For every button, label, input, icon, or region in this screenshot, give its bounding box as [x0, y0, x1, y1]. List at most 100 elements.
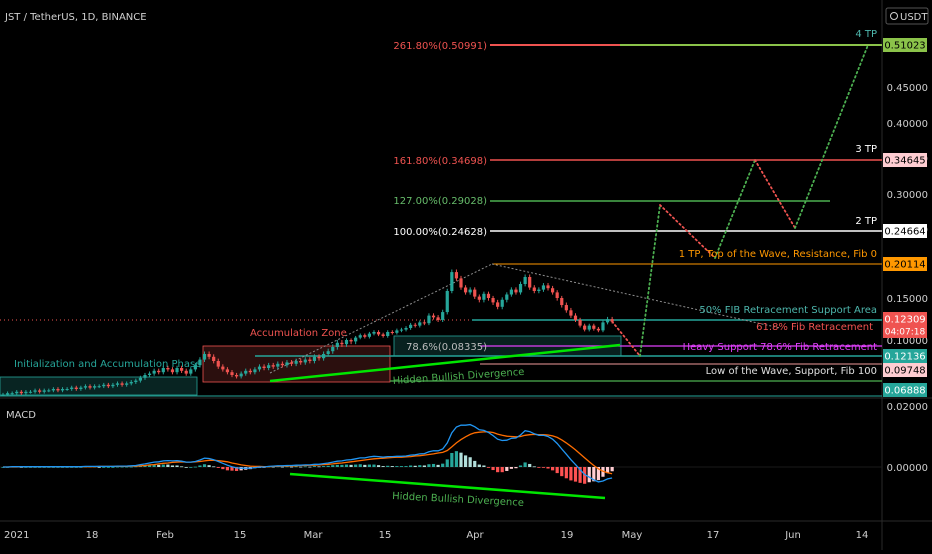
macd-histogram-bar [303, 466, 307, 468]
macd-histogram-bar [372, 464, 376, 467]
macd-histogram-bar [207, 465, 211, 467]
macd-histogram-bar [422, 465, 426, 467]
candle-body [202, 354, 207, 360]
price-tag-value: 0.12309 [884, 315, 925, 326]
candle-body [376, 332, 381, 335]
macd-histogram-bar [418, 465, 422, 467]
time-tick-label: 2021 [4, 530, 29, 541]
macd-histogram-bar [592, 467, 596, 482]
macd-histogram-bar [555, 467, 559, 474]
candle-body [551, 288, 555, 293]
price-tag-value: 0.12136 [884, 352, 925, 363]
chart-title: JST / TetherUS, 1D, BINANCE [4, 12, 147, 23]
macd-histogram-bar [500, 467, 504, 473]
candle-body [541, 285, 546, 290]
macd-histogram-bar [312, 466, 317, 467]
price-tag-box [883, 224, 927, 238]
macd-histogram-bar [335, 464, 339, 467]
macd-histogram-bar [505, 467, 509, 471]
macd-histogram-bar [431, 463, 436, 467]
fib-127-label: 127.00%(0.29028) [393, 196, 487, 207]
candle-body [51, 389, 55, 391]
candle-body [42, 390, 46, 392]
macd-histogram-bar [102, 467, 106, 468]
macd-histogram-bar [514, 467, 518, 469]
candle-body [546, 285, 550, 289]
macd-histogram-bar [202, 464, 207, 467]
macd-tick-label: 0.00000 [887, 463, 928, 474]
macd-histogram-bar [56, 467, 60, 468]
candle-body [303, 359, 307, 363]
macd-histogram-bar [523, 462, 527, 467]
candle-body [79, 387, 83, 389]
macd-histogram-bar [409, 465, 413, 467]
macd-histogram-bar [331, 465, 335, 467]
macd-layer [0, 423, 882, 484]
macd-histogram-bar [143, 465, 147, 467]
macd-histogram-bar [161, 464, 165, 467]
macd-histogram-bar [193, 466, 197, 468]
candle-body [601, 322, 605, 331]
time-tick-label: 15 [379, 530, 392, 541]
macd-histogram-bar [111, 467, 115, 468]
macd-histogram-bar [569, 467, 573, 481]
macd-histogram-bar [386, 465, 390, 467]
fib-100-label: 100.00%(0.24628) [393, 227, 487, 238]
falling-trendline [491, 263, 781, 329]
candle-body [285, 362, 289, 366]
candle-body [473, 289, 477, 297]
macd-histogram-bar [454, 451, 459, 467]
price-tick-label: 0.45000 [887, 83, 928, 94]
projection-up-segment [794, 44, 869, 229]
projection-layer [611, 44, 869, 357]
price-tag-box [883, 312, 927, 338]
candle-body [198, 359, 202, 366]
candle-body [610, 319, 614, 322]
macd-histogram-bar [326, 465, 330, 467]
candle-body [83, 386, 88, 388]
fib618-label: 61.8% Fib Retracement [756, 322, 873, 333]
macd-histogram-bar [74, 467, 78, 468]
candle-body [592, 325, 596, 329]
macd-histogram-bar [367, 464, 371, 467]
macd-histogram-bar [390, 466, 394, 467]
candle-body [482, 293, 486, 300]
macd-histogram-bar [198, 465, 202, 467]
candle-body [523, 277, 527, 284]
macd-histogram-bar [308, 466, 312, 468]
candle-body [257, 366, 262, 370]
price-tag-countdown: 04:07:18 [885, 328, 926, 338]
candle-body [583, 325, 587, 330]
candle-body [120, 383, 124, 385]
macd-histogram-bar [441, 463, 445, 467]
macd-histogram-bar [340, 464, 344, 467]
projection-up-segment [639, 204, 661, 357]
candle-body [207, 354, 211, 357]
projection-down-segment [659, 204, 716, 259]
macd-histogram-bar [573, 467, 578, 482]
candle-body [509, 289, 513, 295]
init-phase-label: Initialization and Accumulation Phase [14, 359, 201, 370]
candle-body [134, 380, 138, 382]
candle-body [106, 384, 110, 387]
macd-histogram-bar [170, 465, 175, 467]
candle-body [537, 289, 541, 291]
candle-body [239, 373, 243, 377]
macd-histogram-bar [587, 467, 591, 483]
candle-body [24, 391, 28, 394]
macd-histogram-bar [234, 467, 239, 471]
candle-body [312, 356, 317, 361]
candle-body [28, 391, 33, 393]
currency-selector[interactable]: USDT [885, 7, 929, 25]
macd-histogram-bar [322, 466, 326, 467]
candle-body [65, 389, 69, 390]
macd-histogram-bar [106, 467, 110, 468]
candle-body [491, 298, 495, 303]
macd-histogram-bar [399, 466, 404, 467]
candle-body [486, 293, 491, 298]
candle-body [189, 369, 193, 374]
macd-histogram-bar [24, 467, 28, 468]
macd-histogram-bar [184, 467, 188, 468]
candle-body [102, 384, 106, 387]
